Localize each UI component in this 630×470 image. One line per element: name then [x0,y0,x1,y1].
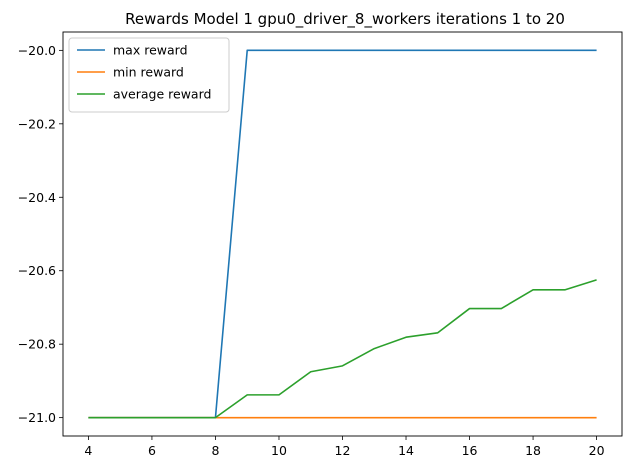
x-tick-label: 10 [271,443,287,458]
y-tick-label: −20.2 [18,116,56,131]
legend-box [68,37,230,113]
series-layer [88,49,597,419]
x-tick-label: 4 [84,443,92,458]
y-axis: −21.0 −20.8 −20.6 −20.4 −20.2 −20.0 [18,43,63,425]
chart-title: Rewards Model 1 gpu0_driver_8_workers it… [125,10,565,29]
x-tick-label: 14 [398,443,414,458]
x-tick-label: 20 [589,443,605,458]
x-axis: 4 6 8 10 12 14 16 18 20 [84,436,605,458]
y-tick-label: −20.0 [18,43,56,58]
legend-label-min-reward: min reward [113,65,184,80]
legend-label-average-reward: average reward [113,87,211,102]
x-tick-label: 6 [148,443,156,458]
y-tick-label: −20.8 [18,337,56,352]
x-tick-label: 16 [462,443,478,458]
x-tick-label: 18 [525,443,541,458]
y-tick-label: −21.0 [18,410,56,425]
legend-label-max-reward: max reward [113,43,188,58]
x-tick-label: 12 [335,443,351,458]
legend: max reward min reward average reward [68,37,230,113]
x-tick-label: 8 [211,443,219,458]
y-tick-label: −20.4 [18,190,56,205]
y-tick-label: −20.6 [18,263,56,278]
